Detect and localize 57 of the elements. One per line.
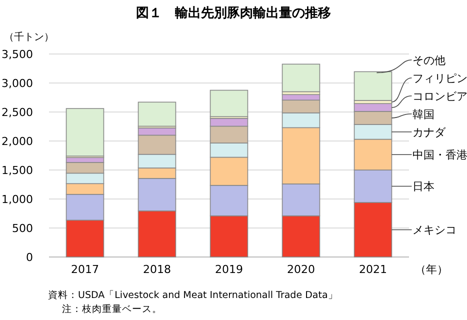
y-tick-label: 0 [26,251,33,264]
bar [282,127,320,184]
x-tick-label: 2017 [71,263,99,276]
bar [282,112,320,128]
text: 注：枝肉重量ベース。 [62,303,162,315]
bar [354,202,392,258]
y-tick-label: 2,000 [2,135,33,148]
x-axis-title: （年） [415,263,448,276]
bar [210,215,248,258]
text: 資料：USDA「Livestock and Meat Internationall Trade Data」 [48,289,338,301]
chart-title: 図１ 輸出先別豚肉輸出量の推移 [136,6,331,21]
bar [354,138,392,170]
series-label: その他 [412,54,446,67]
bar [138,168,176,179]
y-tick-label: 3,500 [2,48,33,61]
bar [210,142,248,158]
y-tick-label: 3,000 [2,77,33,90]
y-tick-label: 2,500 [2,106,33,119]
bar [210,126,248,144]
x-tick-label: 2018 [143,263,171,276]
bar [282,100,320,114]
y-tick-label: 500 [12,222,33,235]
x-tick-label: 2019 [215,263,243,276]
bar [354,71,392,101]
bar [282,64,320,92]
series-label: 韓国 [412,108,435,121]
bar [138,102,176,127]
bar [138,134,176,155]
bar [66,172,104,184]
y-axis-title: （千トン） [4,31,54,43]
bar [138,154,176,168]
x-tick-label: 2021 [359,263,387,276]
series-label: カナダ [412,126,447,139]
bar [66,108,104,156]
bar [66,183,104,195]
y-tick-label: 1,500 [2,164,33,177]
series-label: コロンビア [412,90,467,103]
bar [66,220,104,258]
y-tick-label: 1,000 [2,193,33,206]
x-tick-label: 2020 [287,263,315,276]
series-label: メキシコ [412,224,457,237]
bar [66,194,104,221]
bar [354,170,392,203]
text: フィリピン [412,72,467,85]
bar [354,111,392,125]
series-label: 日本 [412,180,435,194]
bar [210,90,248,118]
bar [210,184,248,216]
bar [354,124,392,140]
bar [210,156,248,186]
bar [282,215,320,258]
bar [354,103,392,112]
bar [138,210,176,258]
bar [138,178,176,212]
bar [66,162,104,174]
bar [282,184,320,216]
series-label: 中国・香港 [412,148,467,162]
